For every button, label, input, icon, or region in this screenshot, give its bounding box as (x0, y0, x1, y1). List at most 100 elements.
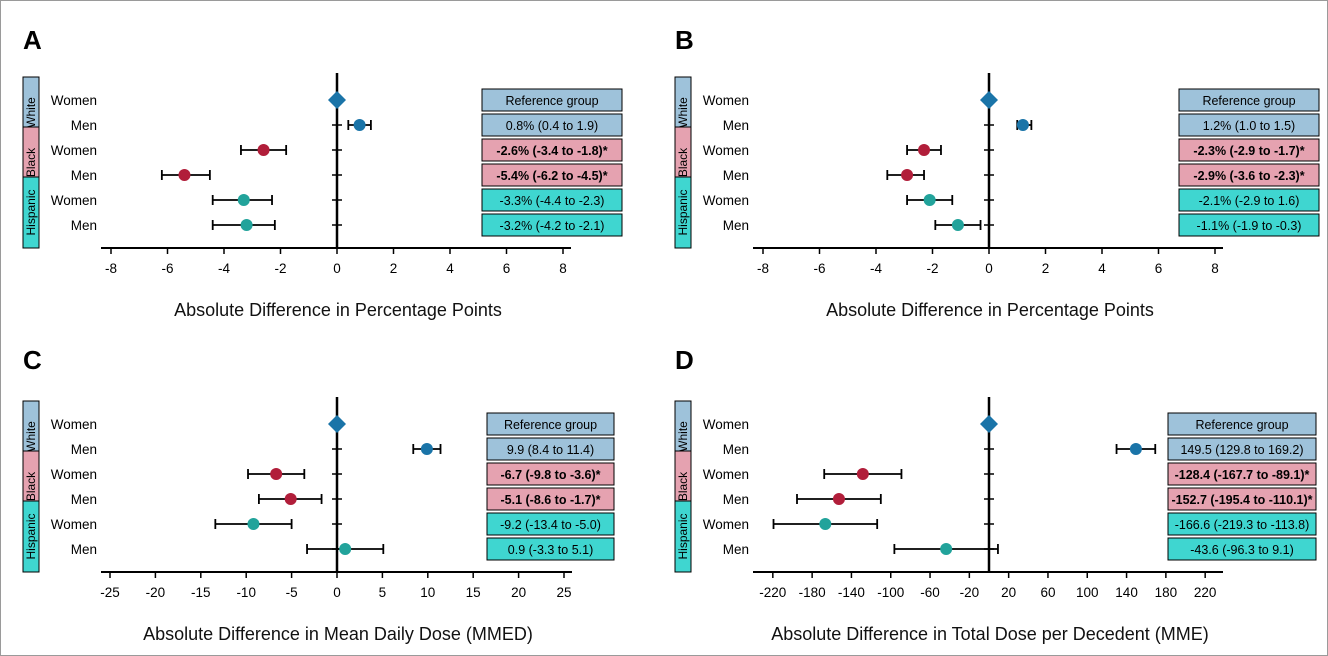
x-tick-label: -140 (838, 585, 865, 600)
point-estimate (353, 119, 366, 131)
estimate-box (481, 88, 623, 112)
row-label: Women (703, 517, 749, 532)
forest-row: Men -5.4% (-6.2 to -4.5)* (71, 163, 623, 187)
estimate-label: 1.2% (1.0 to 1.5) (1203, 119, 1295, 133)
x-tick-label: -180 (799, 585, 826, 600)
point-estimate (240, 219, 253, 231)
estimate-box (486, 537, 615, 561)
group-tab-label: Black (24, 147, 38, 177)
estimate-label: Reference group (505, 94, 598, 108)
group-tab-label: White (676, 421, 690, 452)
estimate-label: -166.6 (-219.3 to -113.8) (1175, 518, 1310, 532)
estimate-label: -9.2 (-13.4 to -5.0) (500, 518, 601, 532)
row-label: Women (51, 93, 97, 108)
point-estimate (918, 144, 931, 156)
row-label: Women (51, 193, 97, 208)
estimate-box (1178, 213, 1320, 237)
x-tick-label: 180 (1155, 585, 1178, 600)
estimate-box (1167, 462, 1317, 486)
point-estimate (901, 169, 914, 181)
row-label: Men (723, 118, 749, 133)
point-estimate (178, 169, 191, 181)
forest-row: Women -9.2 (-13.4 to -5.0) (51, 512, 615, 536)
row-label: Women (51, 467, 97, 482)
x-tick-label: -25 (100, 585, 120, 600)
group-tab-label: Black (24, 471, 38, 501)
point-estimate (856, 468, 869, 480)
x-tick-label: 140 (1115, 585, 1138, 600)
x-axis-title: Absolute Difference in Mean Daily Dose (… (143, 624, 533, 644)
panel-b: B White Black Hispanic -8 -6 -4 -2 0 2 4 6 8 Absolute… (674, 25, 1320, 320)
row-label: Men (71, 118, 97, 133)
row-label: Women (51, 143, 97, 158)
estimate-box (1178, 188, 1320, 212)
x-tick-label: -100 (877, 585, 904, 600)
x-tick-label: -60 (920, 585, 940, 600)
row-label: Women (703, 93, 749, 108)
reference-diamond (328, 415, 346, 433)
estimate-label: -152.7 (-195.4 to -110.1)* (1171, 493, 1312, 507)
x-tick-label: 4 (1098, 261, 1106, 276)
x-tick-label: 15 (466, 585, 481, 600)
reference-diamond (980, 91, 998, 109)
forest-row: Men -5.1 (-8.6 to -1.7)* (71, 487, 615, 511)
x-tick-label: 5 (379, 585, 387, 600)
estimate-box (1178, 163, 1320, 187)
forest-row: Men -152.7 (-195.4 to -110.1)* (723, 487, 1317, 511)
x-tick-label: -2 (926, 261, 938, 276)
x-tick-label: -6 (813, 261, 825, 276)
estimate-label: 149.5 (129.8 to 169.2) (1180, 443, 1303, 457)
point-estimate (1016, 119, 1029, 131)
panel-d: D White Black Hispanic -220 -180 -140 -100 -60 -2… (674, 345, 1317, 644)
estimate-box (486, 412, 615, 436)
x-tick-label: -2 (274, 261, 286, 276)
point-estimate (940, 543, 953, 555)
estimate-label: -2.6% (-3.4 to -1.8)* (496, 144, 607, 158)
group-tab-label: Black (676, 147, 690, 177)
estimate-box (1167, 512, 1317, 536)
row-label: Men (723, 442, 749, 457)
x-tick-label: 4 (446, 261, 454, 276)
forest-row: Women -6.7 (-9.8 to -3.6)* (51, 462, 615, 486)
estimate-box (1167, 487, 1317, 511)
x-tick-label: -8 (757, 261, 769, 276)
x-tick-label: 220 (1194, 585, 1217, 600)
row-label: Men (71, 542, 97, 557)
estimate-box (486, 512, 615, 536)
estimate-box (1167, 412, 1317, 436)
reference-diamond (328, 91, 346, 109)
estimate-label: Reference group (1195, 418, 1288, 432)
x-tick-label: -220 (759, 585, 786, 600)
forest-row: Women Reference group (703, 88, 1320, 112)
panel-c: C White Black Hispanic -25 -20 -15 -10 -5 0 5 10 15 2… (22, 345, 615, 644)
point-estimate (923, 194, 936, 206)
forest-row: Women -166.6 (-219.3 to -113.8) (703, 512, 1317, 536)
forest-row: Women Reference group (51, 412, 615, 436)
forest-row: Men 9.9 (8.4 to 11.4) (71, 437, 615, 461)
x-tick-label: 2 (390, 261, 398, 276)
estimate-box (481, 138, 623, 162)
row-label: Men (71, 218, 97, 233)
estimate-label: -1.1% (-1.9 to -0.3) (1197, 219, 1302, 233)
estimate-label: Reference group (504, 418, 597, 432)
x-tick-label: 60 (1040, 585, 1055, 600)
point-estimate (284, 493, 297, 505)
group-tab-hispanic: Hispanic (22, 176, 40, 249)
x-tick-label: 6 (1155, 261, 1163, 276)
estimate-label: -128.4 (-167.7 to -89.1)* (1175, 468, 1310, 482)
point-estimate (420, 443, 433, 455)
x-tick-label: 20 (1001, 585, 1016, 600)
estimate-label: -5.4% (-6.2 to -4.5)* (496, 169, 607, 183)
group-tab-label: Black (676, 471, 690, 501)
forest-row: Men -43.6 (-96.3 to 9.1) (723, 537, 1317, 561)
point-estimate (339, 543, 352, 555)
x-tick-label: -15 (191, 585, 211, 600)
group-tab-box (22, 500, 40, 573)
group-tab-label: Hispanic (676, 189, 690, 235)
group-tab-box (674, 500, 692, 573)
estimate-label: -6.7 (-9.8 to -3.6)* (500, 468, 600, 482)
point-estimate (270, 468, 283, 480)
x-tick-label: -8 (105, 261, 117, 276)
